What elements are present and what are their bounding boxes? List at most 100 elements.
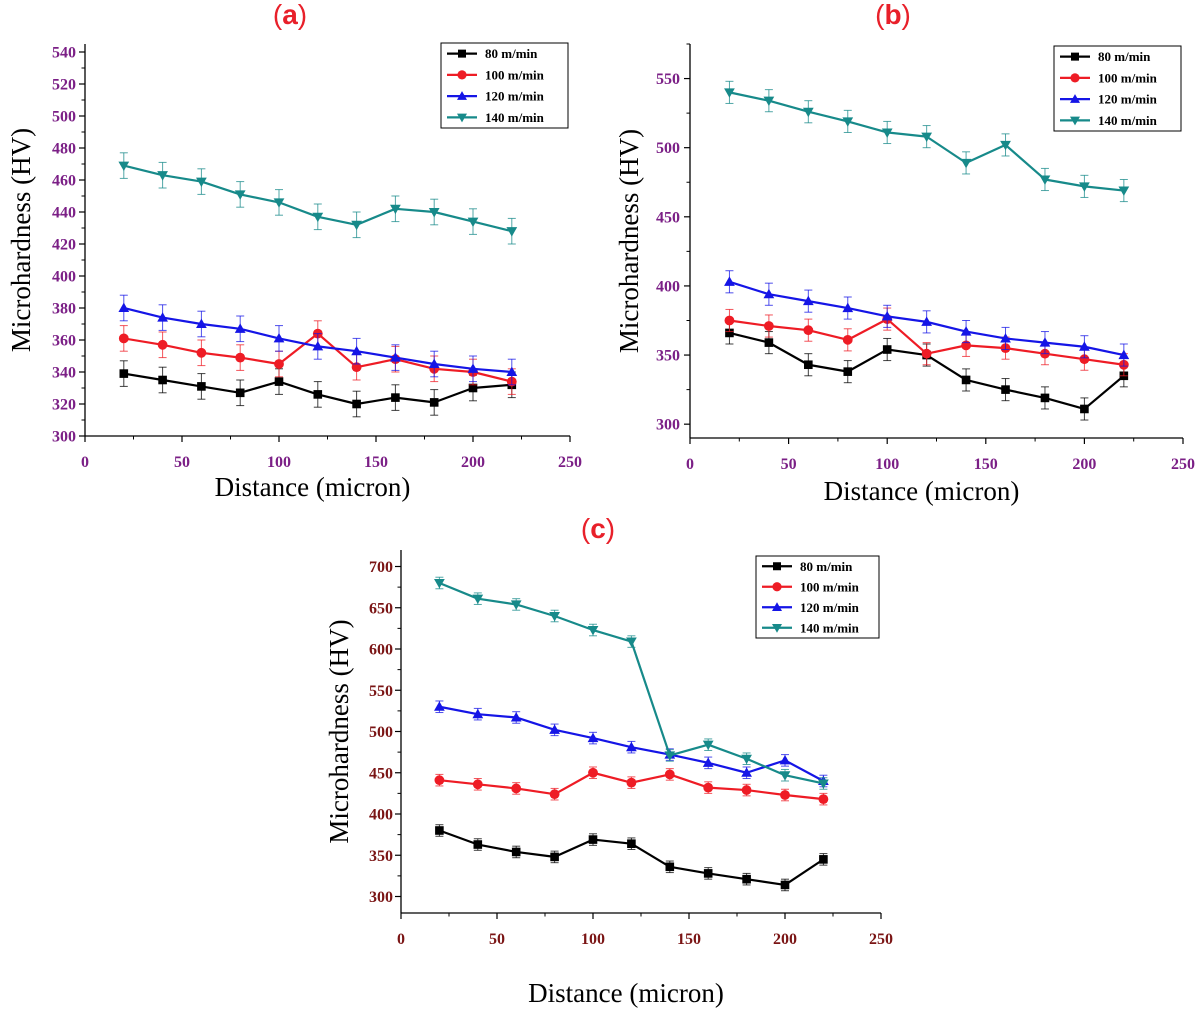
data-point (842, 117, 854, 127)
chart-panel-c: (c) 0 50 100 150 200 250 300 350 400 450 500 550 600 6… (324, 513, 893, 1008)
data-point (921, 132, 933, 142)
x-tick-label: 50 (174, 454, 190, 471)
data-point (960, 158, 972, 169)
data-point (235, 352, 246, 363)
data-point (274, 359, 284, 369)
data-point (234, 190, 246, 200)
data-point (196, 177, 207, 187)
x-tick-label: 200 (1072, 456, 1096, 473)
legend-label: 140 m/min (800, 620, 860, 635)
data-point (511, 783, 522, 794)
data-point (472, 779, 483, 790)
series-80-m-min (435, 824, 828, 892)
data-point (960, 326, 972, 336)
data-point (435, 826, 444, 835)
data-point (961, 375, 971, 385)
data-point (780, 790, 790, 800)
data-point (703, 869, 713, 878)
data-point (1118, 349, 1130, 360)
legend-label: 100 m/min (1098, 70, 1158, 85)
x-axis-title: Distance (micron) (528, 978, 724, 1008)
y-tick-label: 300 (656, 417, 680, 434)
y-tick-label: 350 (369, 848, 393, 865)
panel-title: (c) (581, 513, 615, 544)
data-point (197, 382, 206, 391)
data-point (506, 366, 518, 377)
legend-marker (1070, 73, 1080, 83)
data-point (802, 295, 814, 306)
y-tick-label: 380 (52, 301, 76, 318)
x-tick-label: 100 (875, 456, 899, 473)
data-point (1079, 341, 1090, 351)
data-point (391, 393, 400, 402)
data-point (1118, 186, 1130, 196)
data-point (818, 794, 829, 805)
data-point (587, 732, 599, 743)
data-point (882, 345, 892, 354)
x-tick-label: 150 (677, 931, 701, 948)
data-point (235, 388, 245, 398)
data-point (390, 352, 401, 362)
series-140-m-min (434, 576, 829, 790)
data-point (118, 333, 129, 344)
series-120-m-min (434, 700, 829, 788)
data-point (158, 375, 167, 385)
y-tick-label: 340 (52, 365, 76, 382)
data-point (157, 312, 168, 322)
legend-label: 80 m/min (1098, 49, 1151, 64)
data-point (818, 779, 829, 789)
legend-marker (1071, 52, 1079, 61)
data-point (702, 757, 714, 767)
x-tick-label: 100 (581, 931, 605, 948)
data-point (921, 316, 933, 326)
panel-title-paren-close: ) (298, 0, 307, 30)
y-tick-label: 360 (52, 333, 76, 350)
series-80-m-min (725, 321, 1129, 421)
legend-marker (772, 624, 782, 633)
x-tick-label: 0 (81, 454, 89, 471)
panel-title: (a) (273, 0, 307, 30)
y-tick-label: 500 (52, 109, 76, 126)
legend-label: 100 m/min (485, 67, 545, 82)
data-point (473, 840, 483, 849)
series-140-m-min (118, 152, 518, 245)
legend-marker (772, 602, 782, 611)
y-tick-label: 700 (369, 559, 393, 576)
data-point (434, 578, 445, 589)
legend-marker (1070, 94, 1080, 103)
data-point (588, 767, 598, 778)
legend-label: 120 m/min (485, 89, 545, 104)
data-point (1040, 393, 1050, 403)
x-tick-label: 50 (781, 456, 797, 473)
y-axis-title: Microhardness (HV) (324, 619, 354, 843)
y-axis-title: Microhardness (HV) (6, 128, 36, 352)
legend-label: 140 m/min (1098, 113, 1158, 128)
data-point (742, 874, 751, 884)
panel-title-letter: c (590, 513, 606, 544)
y-tick-label: 450 (656, 209, 680, 226)
data-point (467, 217, 479, 227)
x-tick-label: 50 (489, 931, 505, 948)
y-tick-label: 400 (369, 807, 393, 824)
data-point (428, 207, 440, 218)
series-120-m-min (118, 294, 518, 386)
data-point (1039, 175, 1051, 185)
y-tick-label: 400 (656, 278, 680, 295)
panel-title-paren-open: ( (875, 0, 885, 30)
panel-title-letter: b (884, 0, 901, 30)
y-tick-label: 500 (369, 724, 393, 741)
series-120-m-min (724, 270, 1130, 367)
legend-marker (457, 113, 467, 123)
legend: 80 m/min 100 m/min 120 m/min 140 m/min (440, 42, 569, 129)
panel-title-paren-close: ) (902, 0, 911, 30)
legend: 80 m/min 100 m/min 120 m/min 140 m/min (1053, 45, 1182, 132)
chart-panel-b: (b) 0 50 100 150 200 250 300 350 400 450 500 550 Dist… (614, 0, 1195, 506)
y-tick-label: 420 (52, 237, 76, 254)
legend-item: 140 m/min (1060, 113, 1158, 128)
y-tick-label: 600 (369, 642, 393, 659)
legend: 80 m/min 100 m/min 120 m/min 140 m/min (755, 555, 880, 639)
y-tick-label: 520 (52, 77, 76, 94)
data-point (313, 390, 323, 399)
legend-label: 140 m/min (485, 110, 545, 125)
